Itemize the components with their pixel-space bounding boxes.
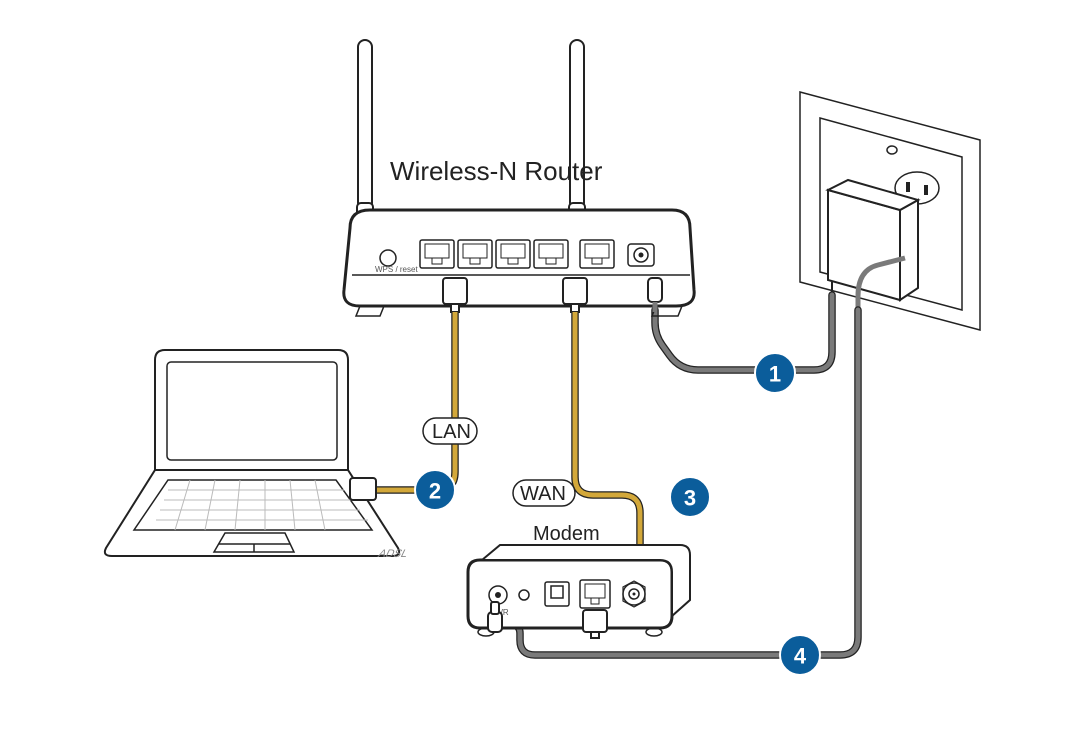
- svg-text:3: 3: [684, 486, 696, 511]
- modem-brand: ADSL: [376, 548, 411, 559]
- diagram-title: Wireless-N Router: [390, 156, 603, 186]
- badge-3: 3: [670, 477, 710, 517]
- svg-text:WPS / reset: WPS / reset: [375, 265, 418, 274]
- cable-lan-cable-outline: [375, 310, 455, 490]
- badge-2: 2: [415, 470, 455, 510]
- wan-label: WAN: [513, 480, 575, 506]
- router-antenna-left: [357, 40, 373, 225]
- rj45-plug-lan: [443, 278, 467, 318]
- cable-lan-cable: [375, 310, 455, 490]
- lan-label: LAN: [423, 418, 477, 444]
- svg-text:WAN: WAN: [520, 483, 566, 505]
- badge-1: 1: [755, 353, 795, 393]
- svg-text:LAN: LAN: [432, 421, 471, 443]
- svg-text:1: 1: [769, 362, 781, 387]
- laptop: [105, 350, 399, 556]
- modem-label: Modem: [533, 523, 600, 545]
- connection-diagram: WPS / reset: [0, 0, 1092, 730]
- svg-text:4: 4: [794, 644, 807, 669]
- wall-outlet: [800, 92, 980, 330]
- modem: ADSL PWR: [376, 545, 690, 636]
- svg-text:2: 2: [429, 479, 441, 504]
- badge-4: 4: [780, 635, 820, 675]
- router-wan-port: [580, 240, 614, 268]
- router-antenna-right: [569, 40, 585, 225]
- dc-plug-modem: [488, 602, 502, 632]
- power-adapter: [828, 180, 918, 310]
- router-power-jack: [628, 244, 654, 266]
- rj45-plug-wan: [563, 278, 587, 318]
- rj45-plug-modem: [583, 610, 607, 638]
